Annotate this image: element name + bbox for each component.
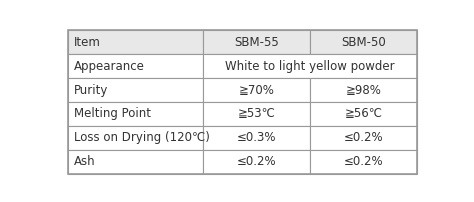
Bar — [203, 150, 310, 174]
Text: ≧56℃: ≧56℃ — [345, 107, 383, 120]
Text: ≧70%: ≧70% — [238, 84, 274, 97]
Bar — [310, 102, 418, 126]
Text: ≤0.2%: ≤0.2% — [344, 131, 383, 144]
Text: ≤0.2%: ≤0.2% — [237, 155, 276, 168]
Bar — [68, 31, 203, 54]
Bar — [310, 150, 418, 174]
Text: SBM-55: SBM-55 — [234, 36, 279, 49]
Text: Appearance: Appearance — [74, 60, 145, 73]
Bar — [310, 78, 418, 102]
Text: White to light yellow powder: White to light yellow powder — [225, 60, 395, 73]
Text: Loss on Drying (120℃): Loss on Drying (120℃) — [74, 131, 210, 144]
Text: ≧98%: ≧98% — [346, 84, 382, 97]
Bar — [68, 150, 203, 174]
Bar — [68, 126, 203, 150]
Text: Item: Item — [74, 36, 101, 49]
Text: ≧53℃: ≧53℃ — [237, 107, 275, 120]
Bar — [68, 78, 203, 102]
Bar — [203, 102, 310, 126]
Text: Ash: Ash — [74, 155, 96, 168]
Text: Purity: Purity — [74, 84, 109, 97]
Bar — [310, 31, 418, 54]
Bar — [203, 78, 310, 102]
Text: Melting Point: Melting Point — [74, 107, 151, 120]
Bar — [203, 54, 418, 78]
Bar — [310, 126, 418, 150]
Text: ≤0.2%: ≤0.2% — [344, 155, 383, 168]
Bar — [68, 54, 203, 78]
Bar — [203, 31, 310, 54]
Bar — [203, 126, 310, 150]
Bar — [68, 102, 203, 126]
Text: ≤0.3%: ≤0.3% — [237, 131, 276, 144]
Text: SBM-50: SBM-50 — [341, 36, 386, 49]
